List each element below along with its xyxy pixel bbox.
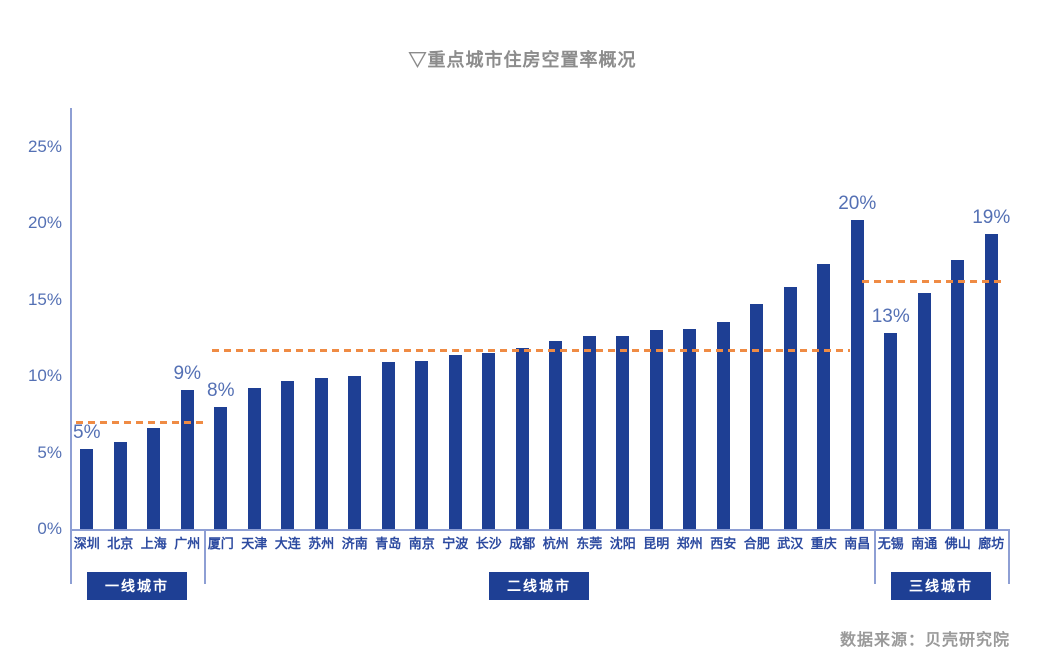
bar-西安 [716,322,730,529]
bar-广州 [180,389,194,529]
bar-廊坊 [984,233,998,529]
bar-value-label: 19% [972,206,1011,228]
bar-厦门 [214,406,228,529]
bar-长沙 [482,353,496,529]
average-dashed-line [76,420,207,424]
average-dashed-line [212,348,850,352]
group-label-box: 二线城市 [489,572,589,600]
bar-大连 [281,380,295,529]
bar-济南 [348,376,362,529]
bar-昆明 [649,330,663,529]
bar-重庆 [817,264,831,529]
bar-深圳 [80,449,94,529]
city-label: 无锡 [877,536,904,551]
bar-沈阳 [616,336,630,529]
y-axis-tick-label: 25% [27,136,62,156]
bar-上海 [147,428,161,529]
bar-南昌 [850,219,864,529]
city-label: 苏州 [308,536,335,551]
bar-value-label: 20% [838,192,877,214]
bar-成都 [515,348,529,529]
group-bracket-line [1008,529,1010,584]
city-label: 南通 [911,536,938,551]
city-label: 广州 [174,536,201,551]
city-label: 武汉 [777,536,804,551]
bar-value-label: 5% [73,422,101,444]
bar-青岛 [381,362,395,529]
bar-value-label: 13% [871,306,910,328]
bar-武汉 [783,287,797,529]
city-label: 深圳 [73,536,100,551]
bar-天津 [247,388,261,529]
bar-苏州 [314,377,328,529]
bar-南通 [917,293,931,529]
city-label: 合肥 [743,536,770,551]
chart-title: ▽重点城市住房空置率概况 [408,50,637,70]
city-label: 大连 [274,536,301,551]
city-label: 昆明 [643,536,670,551]
city-label: 杭州 [542,536,569,551]
city-label: 天津 [241,536,268,551]
y-axis-line [70,108,72,584]
average-dashed-line [862,280,1006,284]
city-label: 宁波 [442,536,469,551]
city-label: 南京 [408,536,435,551]
city-label: 厦门 [207,536,234,551]
group-label-box: 三线城市 [891,572,991,600]
city-label: 西安 [710,536,737,551]
city-label: 青岛 [375,536,402,551]
city-label: 廊坊 [978,536,1005,551]
bar-佛山 [951,259,965,529]
y-axis-tick-label: 10% [27,366,62,385]
city-label: 南昌 [844,536,871,551]
city-label: 郑州 [676,536,703,551]
y-axis-tick-label: 5% [37,442,62,462]
bar-宁波 [448,354,462,529]
y-axis-tick-label: 15% [27,289,62,309]
data-source: 数据来源：贝壳研究院 [839,632,1010,649]
city-label: 佛山 [944,536,971,551]
bar-value-label: 8% [207,379,235,401]
bar-合肥 [750,304,764,529]
bar-南京 [415,360,429,529]
city-label: 长沙 [475,536,502,551]
city-label: 济南 [341,536,368,551]
bar-杭州 [549,340,563,529]
group-label-box: 一线城市 [87,572,187,600]
group-bracket-line [874,529,876,584]
city-label: 东莞 [576,536,603,551]
x-axis-line [70,529,1008,531]
bar-东莞 [582,336,596,529]
city-label: 上海 [140,536,167,551]
y-axis-tick-label: 0% [37,519,62,538]
city-label: 沈阳 [609,536,636,551]
y-axis-tick-label: 20% [27,213,62,232]
bar-无锡 [884,333,898,529]
city-label: 重庆 [810,536,837,551]
bar-北京 [113,441,127,529]
city-label: 成都 [509,536,536,551]
bar-郑州 [683,328,697,529]
bar-value-label: 9% [173,362,201,384]
group-bracket-line [204,529,206,584]
city-label: 北京 [107,536,134,551]
